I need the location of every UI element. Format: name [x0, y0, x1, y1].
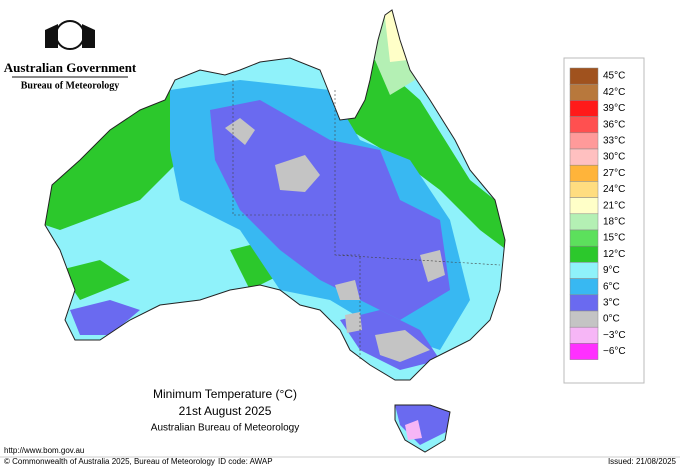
legend-swatch: [569, 100, 599, 117]
legend-swatch: [569, 245, 599, 263]
legend-label: 30°C: [603, 152, 625, 163]
legend-label: −6°C: [603, 346, 626, 357]
bureau-name: Bureau of Meteorology: [21, 80, 120, 91]
issued: Issued: 21/08/2025: [608, 457, 677, 466]
legend-swatch: [569, 116, 599, 134]
coastline: [44, 9, 506, 453]
legend-swatch: [569, 343, 599, 360]
legend-label: 42°C: [603, 87, 625, 98]
legend-label: 3°C: [603, 298, 620, 309]
legend-label: 18°C: [603, 217, 625, 228]
legend-label: 0°C: [603, 314, 620, 325]
legend-swatch: [569, 197, 599, 215]
url: http://www.bom.gov.au: [4, 446, 84, 455]
legend-label: 27°C: [603, 168, 625, 179]
map-title: Minimum Temperature (°C): [153, 387, 297, 401]
id-code: ID code: AWAP: [218, 457, 273, 466]
legend-label: 21°C: [603, 200, 625, 211]
legend-swatch: [569, 310, 599, 328]
legend: 45°C 42°C 39°C 36°C 33°C 30°C 27°C 24°C 21°C 18°C…: [563, 57, 645, 384]
legend-swatch: [569, 278, 599, 296]
legend-swatch: [569, 262, 599, 279]
legend-swatch: [569, 132, 599, 150]
legend-label: 9°C: [603, 265, 620, 276]
legend-label: 39°C: [603, 103, 625, 114]
legend-label: 12°C: [603, 249, 625, 260]
map-date: 21st August 2025: [179, 404, 272, 418]
legend-label: 15°C: [603, 233, 625, 244]
legend-label: 6°C: [603, 281, 620, 292]
legend-swatch: [569, 181, 599, 198]
legend-swatch: [569, 213, 599, 231]
legend-swatch: [569, 148, 599, 166]
legend-swatch: [569, 67, 599, 85]
legend-label: 33°C: [603, 136, 625, 147]
legend-swatch: [569, 326, 599, 344]
legend-swatch: [569, 164, 599, 182]
logo: [45, 20, 95, 50]
legend-swatch: [569, 83, 599, 101]
copyright: © Commonwealth of Australia 2025, Bureau…: [4, 457, 215, 466]
legend-swatch: [569, 229, 599, 247]
map-source: Australian Bureau of Meteorology: [151, 423, 299, 434]
state-borders: [232, 80, 501, 360]
legend-label: 45°C: [603, 71, 625, 82]
legend-label: 24°C: [603, 184, 625, 195]
government-name: Australian Government: [4, 60, 137, 75]
legend-swatch: [569, 294, 599, 312]
legend-label: 36°C: [603, 119, 625, 130]
legend-label: −3°C: [603, 330, 626, 341]
